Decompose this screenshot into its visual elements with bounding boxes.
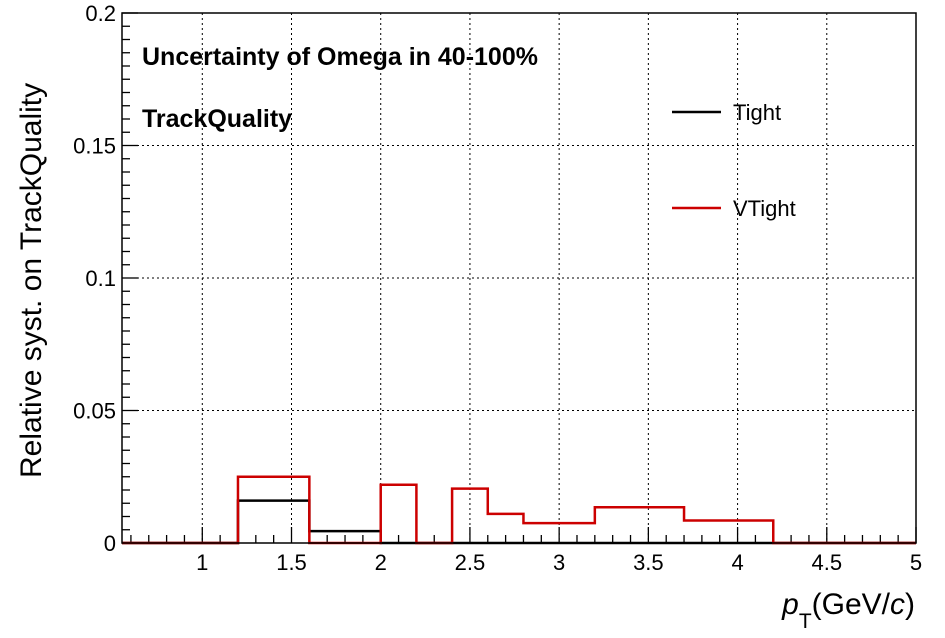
annotation-subtitle: TrackQuality bbox=[142, 105, 292, 133]
x-tick-label: 5 bbox=[910, 550, 922, 575]
x-tick-label: 2 bbox=[375, 550, 387, 575]
y-tick-label: 0 bbox=[104, 531, 116, 556]
y-tick-label: 0.05 bbox=[73, 399, 116, 424]
series-line-tight bbox=[122, 499, 916, 545]
annotation-title: Uncertainty of Omega in 40-100% bbox=[142, 43, 538, 71]
x-tick-label: 1.5 bbox=[276, 550, 307, 575]
grid bbox=[122, 12, 917, 543]
legend-label-tight: Tight bbox=[733, 100, 781, 125]
series-line-vtight bbox=[122, 475, 916, 545]
x-tick-label: 1 bbox=[196, 550, 208, 575]
x-tick-label: 2.5 bbox=[455, 550, 486, 575]
x-tick-label: 4.5 bbox=[811, 550, 842, 575]
x-tick-label: 3.5 bbox=[633, 550, 664, 575]
series-layer bbox=[122, 475, 916, 545]
plot-frame bbox=[121, 12, 917, 544]
tick-labels: 1 1.5 2 2.5 3 3.5 4 4.5 5 0 0.05 0.1 0.15 0.2 bbox=[73, 1, 922, 575]
y-tick-label: 0.2 bbox=[85, 1, 116, 26]
y-tick-label: 0.1 bbox=[85, 266, 116, 291]
y-tick-label: 0.15 bbox=[73, 134, 116, 159]
x-tick-label: 3 bbox=[553, 550, 565, 575]
y-axis-title: Relative syst. on TrackQuality bbox=[15, 83, 48, 478]
legend-label-vtight: VTight bbox=[733, 196, 796, 221]
x-tick-label: 4 bbox=[731, 550, 743, 575]
x-axis-title: pT(GeV/c) bbox=[781, 588, 915, 633]
legend: Tight VTight bbox=[672, 100, 796, 221]
